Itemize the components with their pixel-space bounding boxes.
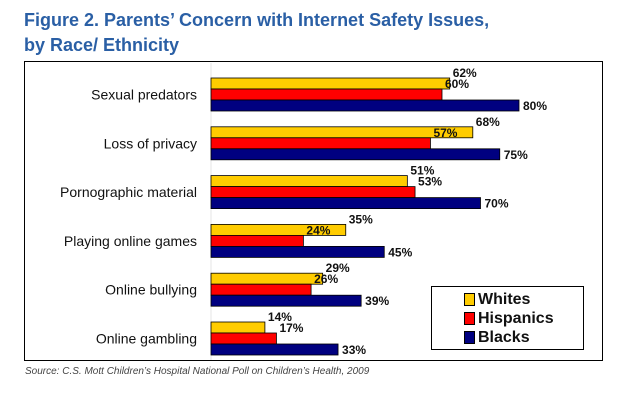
bar-hispanics — [210, 137, 431, 150]
legend-label: Hispanics — [478, 309, 554, 327]
data-label: 45% — [388, 245, 412, 259]
category-label: Online bullying — [105, 282, 197, 298]
chart-frame — [24, 61, 603, 361]
data-label: 68% — [476, 115, 500, 129]
title-line-1: Figure 2. Parents’ Concern with Internet… — [24, 10, 490, 30]
chart-title: Figure 2. Parents’ Concern with Internet… — [24, 8, 489, 58]
data-label: 60% — [445, 77, 469, 91]
bar-whites — [210, 77, 451, 90]
data-label: 80% — [523, 99, 547, 113]
data-label: 26% — [314, 272, 338, 286]
data-label: 33% — [342, 343, 366, 357]
bar-blacks — [210, 245, 385, 258]
bar-hispanics — [210, 186, 416, 199]
bar-hispanics — [210, 88, 443, 101]
data-label: 57% — [433, 126, 457, 140]
data-label: 51% — [410, 164, 434, 178]
bar-blacks — [210, 343, 339, 356]
bar-blacks — [210, 148, 501, 161]
source-note: Source: C.S. Mott Children’s Hospital Na… — [25, 366, 370, 377]
category-label: Sexual predators — [91, 87, 197, 103]
category-label: Online gambling — [96, 331, 197, 347]
legend-label: Blacks — [478, 328, 530, 346]
data-label: 53% — [418, 175, 442, 189]
data-label: 29% — [326, 261, 350, 275]
bar-blacks — [210, 197, 481, 210]
category-label: Pornographic material — [60, 184, 197, 200]
legend-swatch — [464, 293, 475, 306]
legend-swatch — [464, 331, 475, 344]
category-label: Loss of privacy — [104, 135, 197, 151]
legend: Whites Hispanics Blacks — [431, 286, 584, 350]
data-label: 39% — [365, 294, 389, 308]
legend-label: Whites — [478, 290, 531, 308]
bar-whites — [210, 272, 324, 285]
legend-item-whites: Whites — [464, 290, 583, 309]
data-label: 24% — [306, 223, 330, 237]
legend-item-blacks: Blacks — [464, 328, 583, 347]
bar-whites — [210, 175, 408, 188]
data-label: 62% — [453, 66, 477, 80]
data-label: 75% — [504, 148, 528, 162]
bar-blacks — [210, 99, 520, 112]
bar-hispanics — [210, 283, 312, 296]
bar-blacks — [210, 294, 362, 307]
legend-swatch — [464, 312, 475, 325]
data-label: 35% — [349, 212, 373, 226]
bar-hispanics — [210, 234, 304, 247]
data-label: 70% — [485, 197, 509, 211]
category-label: Playing online games — [64, 233, 197, 249]
data-label: 14% — [268, 310, 292, 324]
data-label: 17% — [279, 321, 303, 335]
title-line-2: by Race/ Ethnicity — [24, 35, 180, 55]
legend-item-hispanics: Hispanics — [464, 309, 583, 328]
bar-whites — [210, 321, 266, 334]
bar-hispanics — [210, 332, 277, 345]
